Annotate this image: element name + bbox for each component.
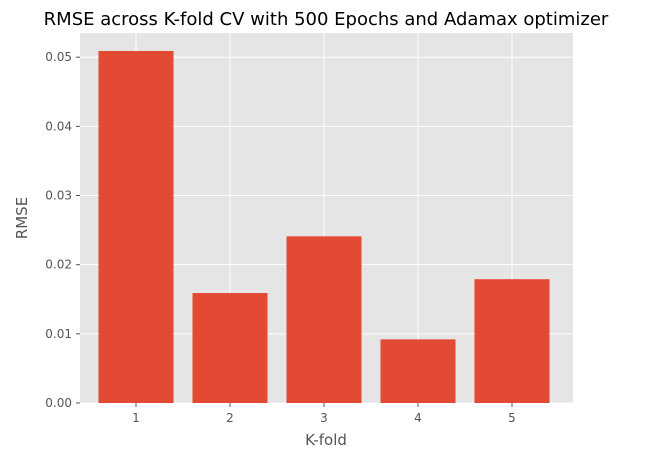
x-axis-label: K-fold [305,431,347,449]
y-tick-label: 0.01 [45,327,72,341]
bar-fold-1 [98,50,174,403]
chart-title: RMSE across K-fold CV with 500 Epochs an… [44,9,609,30]
y-tick-label: 0.00 [45,396,72,410]
y-tick-label: 0.03 [45,189,72,203]
y-axis-ticks: 0.00 0.01 0.02 0.03 0.04 0.05 [45,50,80,410]
x-axis-ticks: 1 2 3 4 5 [132,403,516,425]
bar-fold-5 [474,279,550,403]
y-tick-label: 0.04 [45,119,72,133]
x-tick-label: 3 [320,411,328,425]
x-tick-label: 1 [132,411,140,425]
y-axis-label: RMSE [13,197,31,239]
x-tick-label: 4 [414,411,422,425]
y-tick-label: 0.02 [45,258,72,272]
bar-fold-4 [380,339,456,403]
bar-fold-2 [192,293,268,403]
bars [98,50,550,403]
x-tick-label: 2 [226,411,234,425]
y-tick-label: 0.05 [45,50,72,64]
bar-fold-3 [286,236,362,403]
x-tick-label: 5 [508,411,516,425]
